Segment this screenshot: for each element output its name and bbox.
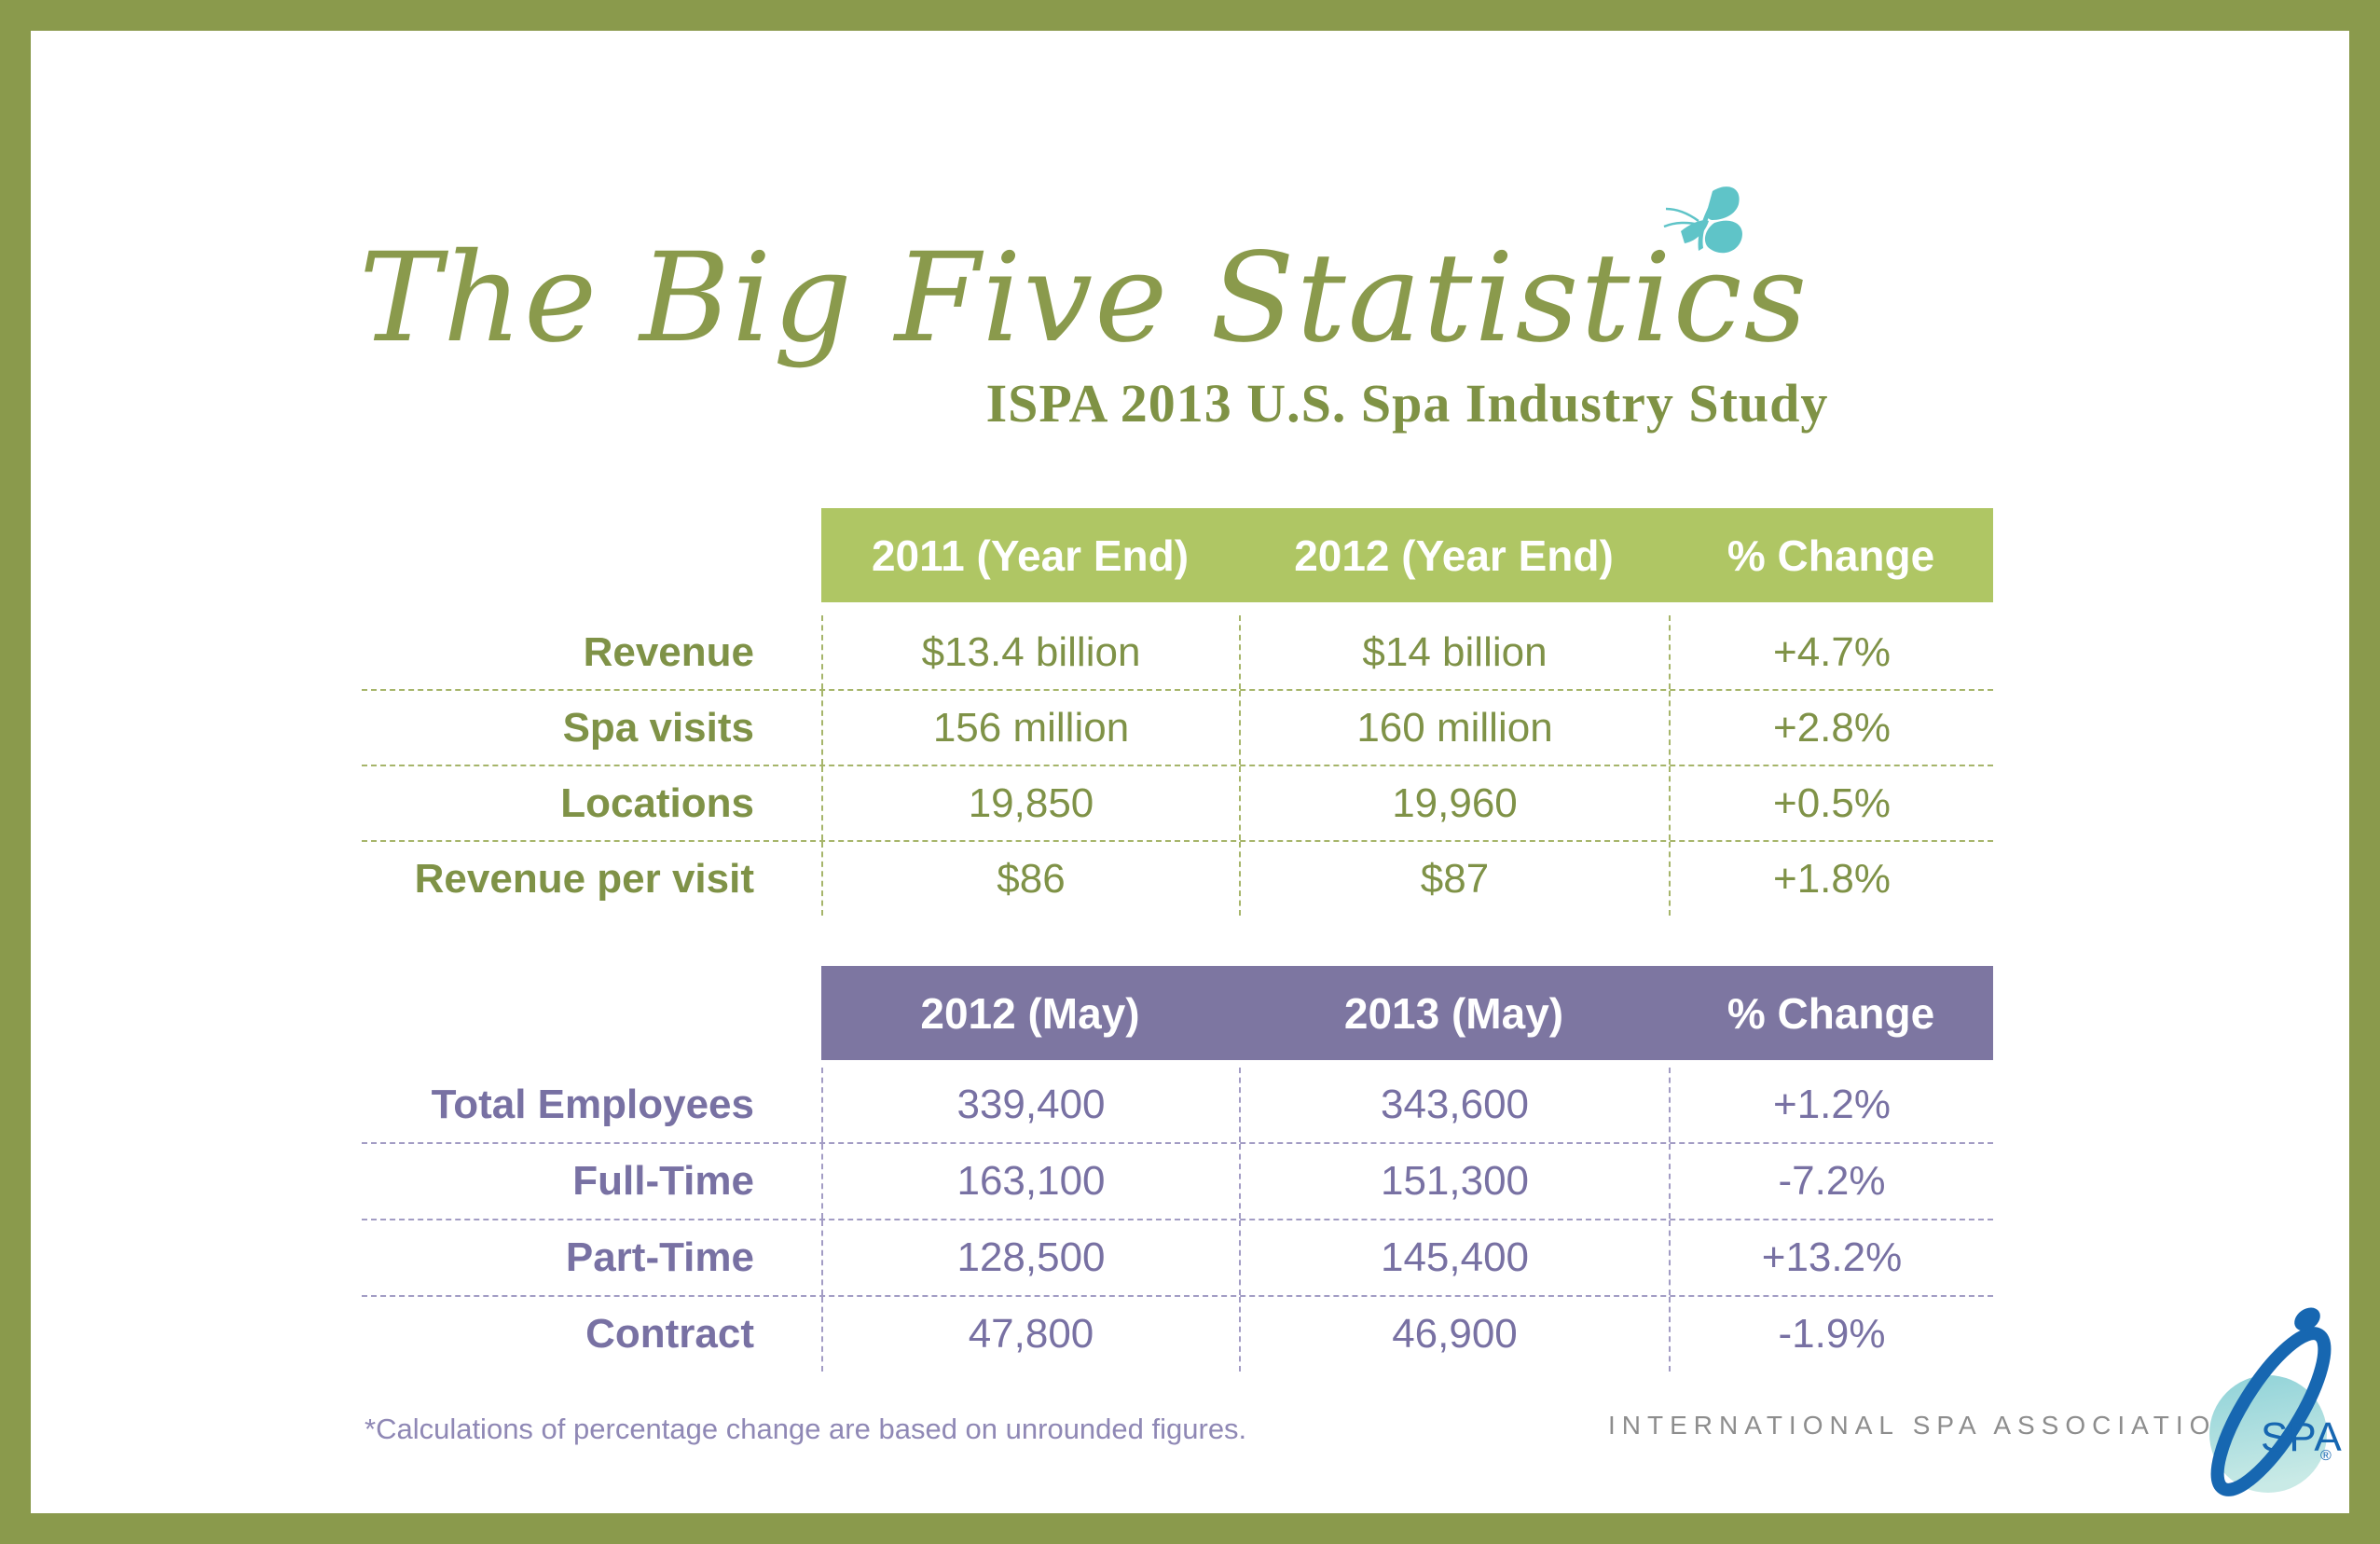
logo-i-swoosh	[2210, 1327, 2332, 1496]
row-label: Locations	[560, 779, 754, 826]
cell-value: $87	[1239, 842, 1669, 916]
table-row: Revenue $13.4 billion $14 billion +4.7%	[362, 615, 1993, 691]
cell-value: 339,400	[821, 1068, 1239, 1142]
column-header: % Change	[1727, 531, 1935, 580]
cell-value: 145,400	[1239, 1220, 1669, 1295]
cell-value: 19,850	[821, 766, 1239, 840]
cell-value: 160 million	[1239, 691, 1669, 765]
table-row: Spa visits 156 million 160 million +2.8%	[362, 691, 1993, 766]
column-header: 2012 (Year End)	[1294, 531, 1614, 580]
cell-value: +2.8%	[1669, 691, 1993, 765]
cell-value: -7.2%	[1669, 1144, 1993, 1219]
cell-value: -1.9%	[1669, 1297, 1993, 1372]
column-header: 2013 (May)	[1343, 988, 1564, 1038]
table-row: Contract 47,800 46,900 -1.9%	[362, 1297, 1993, 1372]
table-row: Revenue per visit $86 $87 +1.8%	[362, 842, 1993, 916]
cell-value: 343,600	[1239, 1068, 1669, 1142]
cell-value: 151,300	[1239, 1144, 1669, 1219]
row-label: Total Employees	[431, 1082, 754, 1127]
logo-registered-mark: ®	[2320, 1448, 2332, 1464]
cell-value: $86	[821, 842, 1239, 916]
row-label: Full-Time	[572, 1158, 754, 1204]
cell-value: +1.2%	[1669, 1068, 1993, 1142]
table-row: Full-Time 163,100 151,300 -7.2%	[362, 1144, 1993, 1220]
yearend-table-body: Revenue $13.4 billion $14 billion +4.7% …	[362, 615, 1993, 916]
cell-value: $14 billion	[1239, 615, 1669, 689]
cell-value: 47,800	[821, 1297, 1239, 1372]
row-label: Revenue	[583, 628, 754, 675]
footnote: *Calculations of percentage change are b…	[365, 1413, 1247, 1445]
ispa-logo: SPA ®	[2209, 1307, 2343, 1496]
cell-value: 19,960	[1239, 766, 1669, 840]
logo-spa-text: SPA	[2261, 1414, 2343, 1460]
cell-value: $13.4 billion	[821, 615, 1239, 689]
column-header: 2011 (Year End)	[871, 531, 1190, 580]
butterfly-icon	[1663, 186, 1742, 254]
logo-i-dot	[2294, 1307, 2320, 1331]
association-name: INTERNATIONAL SPA ASSOCIATION	[1608, 1411, 2242, 1440]
cell-value: 46,900	[1239, 1297, 1669, 1372]
column-header: % Change	[1727, 988, 1935, 1038]
row-label: Contract	[585, 1311, 754, 1357]
table-row: Part-Time 128,500 145,400 +13.2%	[362, 1220, 1993, 1297]
cell-value: +13.2%	[1669, 1220, 1993, 1295]
cell-value: +1.8%	[1669, 842, 1993, 916]
yearend-table-header: 2011 (Year End) 2012 (Year End) % Change	[821, 508, 1993, 602]
cell-value: 163,100	[821, 1144, 1239, 1219]
page-title: The Big Five Statistics	[359, 227, 1809, 370]
row-label: Spa visits	[562, 704, 754, 751]
column-header: 2012 (May)	[920, 988, 1140, 1038]
employees-table-body: Total Employees 339,400 343,600 +1.2% Fu…	[362, 1068, 1993, 1372]
page-subtitle: ISPA 2013 U.S. Spa Industry Study	[985, 373, 1829, 434]
cell-value: 156 million	[821, 691, 1239, 765]
row-label: Revenue per visit	[414, 855, 754, 902]
table-row: Locations 19,850 19,960 +0.5%	[362, 766, 1993, 842]
cell-value: +4.7%	[1669, 615, 1993, 689]
cell-value: 128,500	[821, 1220, 1239, 1295]
cell-value: +0.5%	[1669, 766, 1993, 840]
employees-table-header: 2012 (May) 2013 (May) % Change	[821, 966, 1993, 1060]
row-label: Part-Time	[565, 1234, 754, 1280]
table-row: Total Employees 339,400 343,600 +1.2%	[362, 1068, 1993, 1144]
